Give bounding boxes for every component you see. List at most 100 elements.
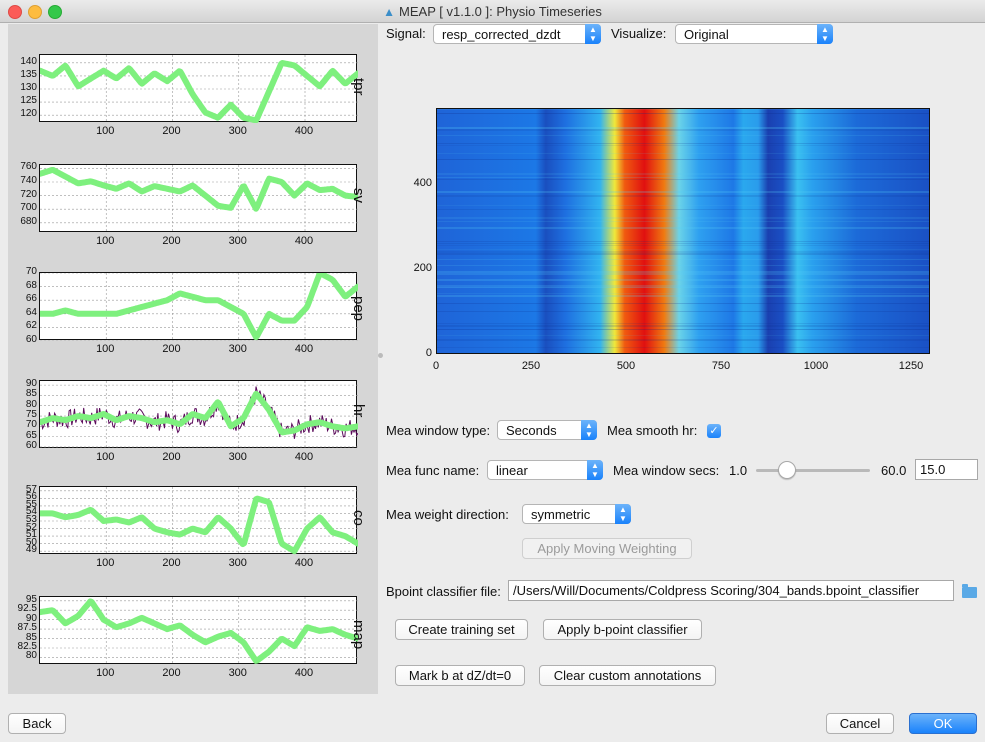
plot-sv[interactable]	[39, 164, 358, 233]
folder-icon[interactable]	[962, 584, 977, 598]
timeseries-panel: 140 135 130 125 120 100 200 300 400 tpr 760 740 720 7…	[8, 24, 378, 694]
clear-custom-annotations-button[interactable]: Clear custom annotations	[539, 665, 716, 686]
mea-func-name-label: Mea func name:	[386, 463, 480, 478]
raw-series-line	[40, 386, 358, 439]
plot-tpr[interactable]	[39, 54, 358, 123]
mea-smooth-hr-checkbox[interactable]: ✓	[707, 424, 721, 438]
y-tick-label: 90	[25, 612, 37, 624]
bpoint-file-input[interactable]: /Users/Will/Documents/Coldpress Scoring/…	[508, 580, 954, 601]
x-tick-label: 100	[96, 557, 115, 569]
mea-func-name-value: linear	[496, 463, 528, 478]
splitter-handle[interactable]	[378, 353, 383, 358]
signal-label: Signal:	[386, 26, 426, 41]
heatmap-row	[437, 293, 929, 294]
y-tick-label: 65	[25, 429, 37, 441]
x-tick-label: 200	[162, 451, 181, 463]
window-minimize-button[interactable]	[28, 5, 42, 19]
y-tick-label: 64	[25, 306, 37, 318]
heatmap-row	[437, 323, 929, 324]
mark-b-button[interactable]: Mark b at dZ/dt=0	[395, 665, 525, 686]
combo-arrow-icon: ▲ ▼	[587, 460, 603, 480]
heatmap-x-tick: 750	[711, 360, 731, 372]
mea-smooth-hr-label: Mea smooth hr:	[607, 423, 698, 438]
heatmap-row	[437, 177, 929, 178]
series-line	[40, 60, 358, 123]
y-tick-label: 90	[25, 378, 37, 390]
apply-bpoint-classifier-button[interactable]: Apply b-point classifier	[543, 619, 702, 640]
plot-co[interactable]	[39, 486, 358, 555]
heatmap-row	[437, 339, 929, 341]
heatmap-row	[437, 143, 929, 144]
visualize-select[interactable]: Original ▲ ▼	[675, 24, 833, 44]
plot-pep[interactable]	[39, 272, 358, 341]
y-tick-label: 82.5	[17, 641, 37, 652]
plot-label-co: co	[350, 510, 367, 526]
y-tick-label: 70	[25, 419, 37, 431]
heatmap-row	[437, 205, 929, 206]
x-tick-label: 100	[96, 125, 115, 137]
y-tick-label: 760	[20, 161, 37, 173]
window-close-button[interactable]	[8, 5, 22, 19]
y-tick-label: 50	[25, 536, 37, 548]
x-tick-label: 200	[162, 667, 181, 679]
y-tick-label: 700	[20, 202, 37, 214]
heatmap-row	[437, 325, 929, 327]
y-tick-label: 85	[25, 388, 37, 400]
heatmap-row	[437, 279, 929, 281]
heatmap-row	[437, 153, 929, 154]
back-button[interactable]: Back	[8, 713, 66, 734]
heatmap-row	[437, 271, 929, 273]
series-line	[40, 167, 358, 212]
x-tick-label: 300	[228, 451, 247, 463]
title-bar: ▲ MEAP [ v1.1.0 ]: Physio Timeseries	[0, 0, 985, 23]
plot-label-pep: pep	[350, 296, 367, 322]
window-zoom-button[interactable]	[48, 5, 62, 19]
x-tick-label: 200	[162, 557, 181, 569]
signal-select[interactable]: resp_corrected_dzdt ▲ ▼	[433, 24, 601, 44]
bpoint-file-value: /Users/Will/Documents/Coldpress Scoring/…	[513, 583, 920, 598]
x-tick-label: 300	[228, 667, 247, 679]
mea-slider-max: 60.0	[881, 463, 907, 478]
mea-window-secs-value: 15.0	[920, 462, 946, 477]
mea-window-secs-slider-knob[interactable]	[778, 461, 796, 479]
plot-label-hr: hr	[350, 404, 367, 418]
heatmap-row	[437, 329, 929, 330]
create-training-set-button[interactable]: Create training set	[395, 619, 528, 640]
x-tick-label: 400	[294, 667, 314, 679]
y-tick-label: 680	[20, 215, 37, 227]
heatmap-row	[437, 285, 929, 287]
heatmap-body	[437, 109, 929, 353]
x-tick-label: 300	[228, 235, 247, 247]
x-tick-label: 200	[162, 125, 181, 137]
y-tick-label: 125	[20, 95, 37, 107]
y-tick-label: 51	[25, 529, 37, 541]
mea-window-type-select[interactable]: Seconds ▲ ▼	[497, 420, 597, 440]
ok-button[interactable]: OK	[909, 713, 977, 734]
mea-weight-direction-select[interactable]: symmetric ▲ ▼	[522, 504, 631, 524]
x-tick-label: 400	[294, 557, 314, 569]
mea-weight-direction-label: Mea weight direction:	[386, 507, 509, 522]
mea-func-name-select[interactable]: linear ▲ ▼	[487, 460, 603, 480]
plot-hr[interactable]	[39, 380, 358, 449]
y-tick-label: 70	[25, 266, 37, 277]
mea-window-secs-slider[interactable]	[756, 469, 870, 472]
y-tick-label: 80	[25, 650, 37, 662]
series-line	[40, 495, 358, 555]
heatmap-streaks	[437, 109, 929, 348]
visualize-label: Visualize:	[611, 26, 667, 41]
cancel-button[interactable]: Cancel	[826, 713, 894, 734]
x-tick-label: 400	[294, 343, 314, 355]
apply-moving-weighting-button[interactable]: Apply Moving Weighting	[522, 538, 692, 559]
x-tick-label: 100	[96, 343, 115, 355]
plot-pep-svg	[40, 273, 358, 341]
x-tick-label: 400	[294, 451, 314, 463]
mea-window-secs-input[interactable]: 15.0	[915, 459, 978, 480]
heatmap-row	[437, 273, 929, 275]
y-tick-label: 57	[25, 483, 37, 495]
heatmap-row	[437, 159, 929, 160]
heatmap-x-tick: 250	[521, 360, 541, 372]
plot-map[interactable]	[39, 596, 358, 665]
signal-heatmap[interactable]	[436, 108, 930, 354]
heatmap-svg	[437, 109, 929, 353]
heatmap-row	[437, 347, 929, 348]
